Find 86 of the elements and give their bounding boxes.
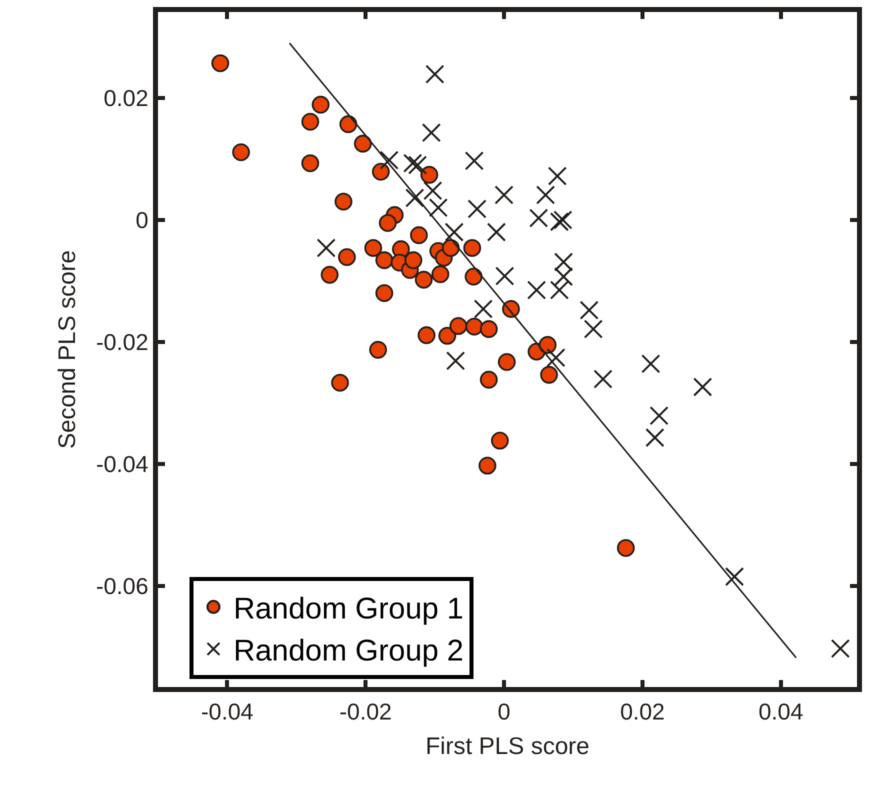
point (423, 181, 442, 200)
x-axis-title: First PLS score (425, 732, 590, 760)
point (316, 238, 336, 258)
point (490, 432, 509, 450)
point (446, 351, 466, 370)
point (464, 268, 482, 286)
x-tick-label: -0.04 (200, 698, 254, 725)
point (372, 162, 390, 181)
point (404, 251, 422, 270)
point (498, 353, 516, 371)
point (546, 348, 566, 368)
point (463, 239, 482, 257)
point (554, 267, 574, 286)
point (548, 166, 567, 186)
point (449, 317, 468, 335)
point (354, 134, 372, 153)
point (442, 239, 460, 257)
point (438, 326, 456, 345)
point (301, 154, 320, 172)
point (422, 123, 441, 142)
point (339, 115, 358, 134)
point (641, 354, 660, 374)
point (405, 188, 424, 208)
point (725, 567, 744, 586)
point (550, 280, 569, 300)
point (425, 64, 444, 84)
point (375, 251, 394, 270)
point (232, 143, 250, 162)
point (536, 185, 556, 204)
point (312, 96, 330, 114)
point (338, 248, 356, 266)
point (431, 265, 450, 284)
point (464, 151, 484, 170)
point (211, 54, 230, 72)
point (403, 154, 422, 173)
point (364, 239, 382, 257)
point (580, 300, 599, 320)
point (529, 208, 548, 228)
point (478, 456, 496, 475)
point (486, 222, 506, 242)
y-tick-label: 0 (136, 206, 148, 233)
point (369, 340, 387, 359)
y-tick-label: 0.02 (104, 85, 148, 112)
y-axis-title: Second PLS score (54, 250, 82, 449)
point (650, 406, 669, 426)
x-tick-label: 0.02 (620, 698, 665, 725)
point (408, 156, 428, 175)
point (554, 252, 574, 272)
point (334, 192, 352, 211)
point (420, 166, 438, 184)
point (550, 212, 569, 232)
point (320, 266, 339, 284)
point (540, 366, 558, 384)
point (331, 374, 349, 392)
point (527, 280, 546, 300)
point (418, 326, 436, 344)
point (301, 112, 320, 131)
x-tick-label: 0 (498, 698, 510, 725)
point (693, 378, 712, 396)
point (380, 150, 399, 170)
point (594, 370, 613, 389)
y-tick-label: -0.06 (96, 572, 148, 599)
point (375, 284, 394, 302)
point (495, 266, 514, 286)
point (414, 270, 433, 289)
x-tick-label: 0.04 (758, 698, 804, 725)
point (474, 299, 493, 318)
point (410, 226, 428, 244)
point (553, 210, 572, 230)
point (428, 198, 448, 218)
point (616, 539, 635, 557)
point (480, 370, 498, 389)
legend-label: Random Group 1 (233, 592, 464, 626)
y-tick-label: -0.04 (96, 450, 149, 477)
point (468, 199, 487, 218)
point (645, 428, 664, 448)
point (444, 222, 464, 242)
legend-label: Random Group 2 (233, 634, 464, 668)
point (480, 320, 498, 338)
point (378, 214, 397, 232)
point (494, 185, 514, 204)
point (830, 639, 850, 658)
x-tick-label: -0.02 (339, 698, 392, 725)
point (465, 318, 484, 336)
point (584, 320, 603, 339)
y-tick-label: -0.02 (96, 328, 148, 355)
